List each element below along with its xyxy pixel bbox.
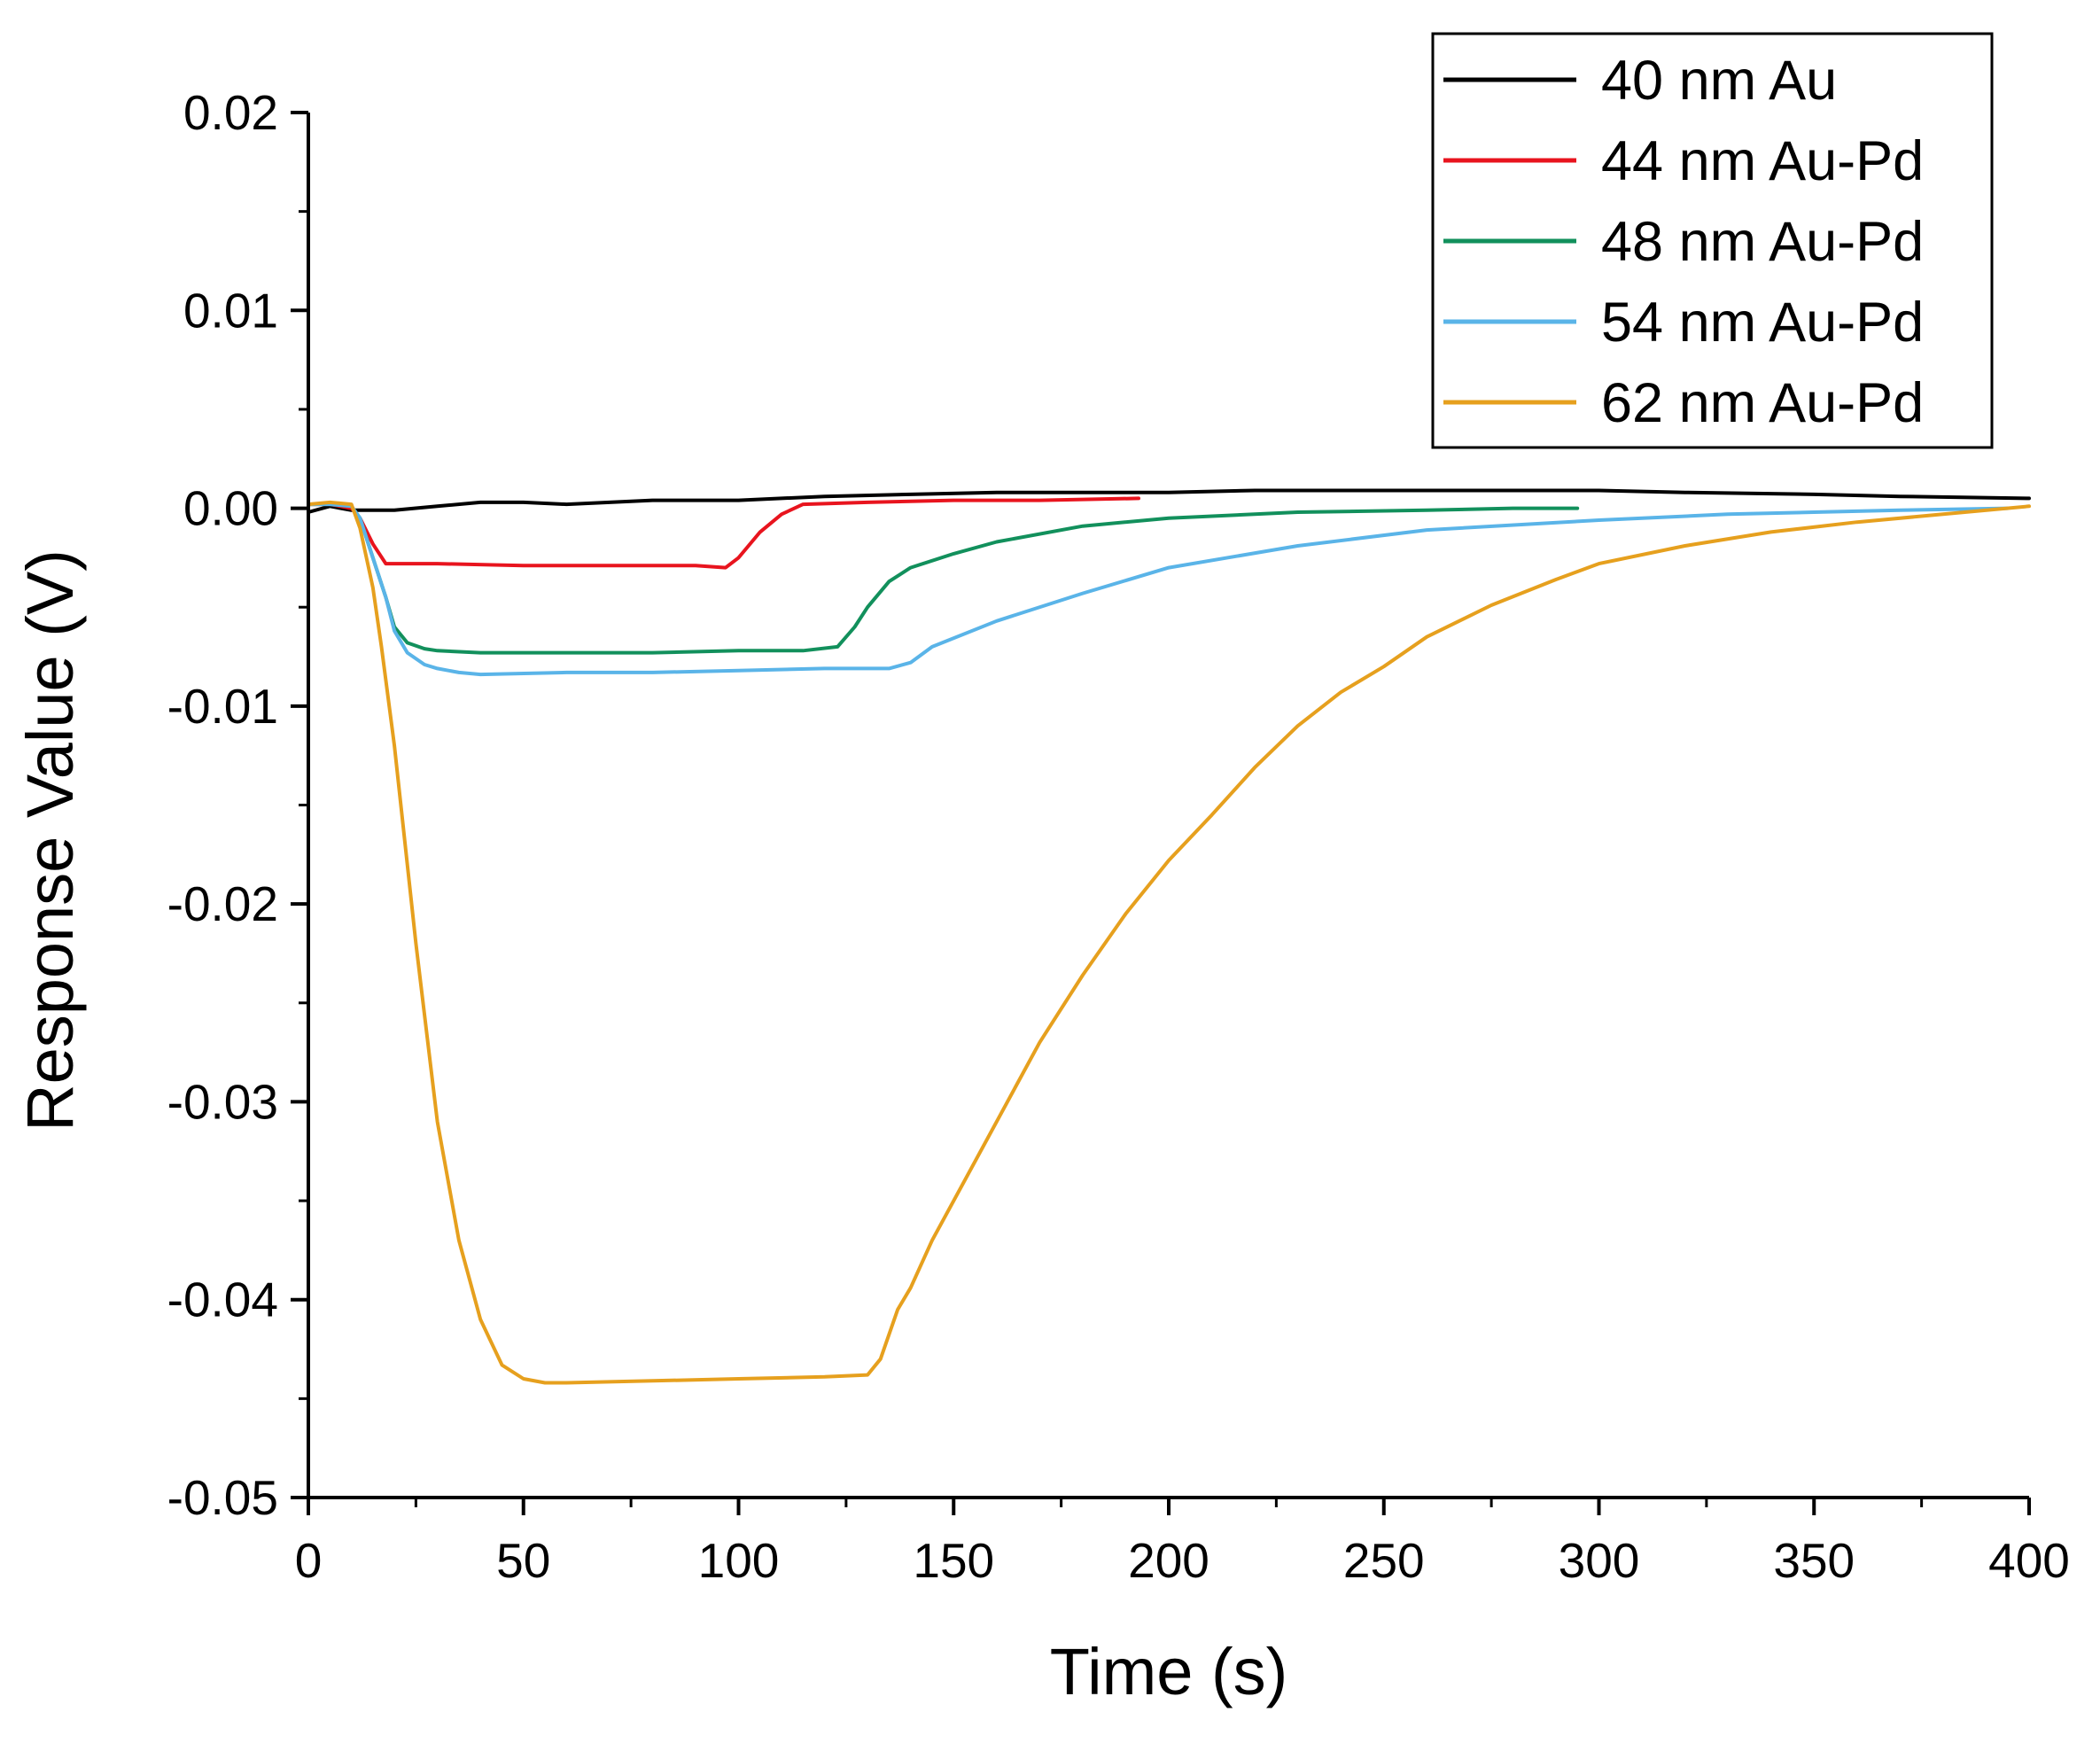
y-tick-label: 0.00 <box>183 481 278 536</box>
y-tick-label: 0.01 <box>183 283 278 338</box>
x-tick-label: 50 <box>496 1533 550 1588</box>
x-axis-title: Time (s) <box>1050 1635 1288 1708</box>
y-tick-label: -0.02 <box>167 876 278 931</box>
series-line-4 <box>307 502 2010 677</box>
y-ticks: 0.02 0.01 0.00 -0.01 -0.02 -0.03 -0.04 -0.05 <box>167 85 308 1525</box>
x-tick-label: 200 <box>1128 1533 1209 1588</box>
x-tick-label: 400 <box>1988 1533 2070 1588</box>
x-tick-label: 100 <box>698 1533 780 1588</box>
x-ticks: 0 50 100 150 200 250 300 350 400 <box>295 1498 2070 1588</box>
legend-label: 44 nm Au-Pd <box>1601 130 1924 192</box>
x-tick-label: 0 <box>295 1533 323 1588</box>
x-tick-label: 350 <box>1773 1533 1855 1588</box>
legend-label: 54 nm Au-Pd <box>1601 292 1924 354</box>
y-tick-label: -0.01 <box>167 679 278 734</box>
x-tick-label: 250 <box>1343 1533 1425 1588</box>
y-tick-label: -0.05 <box>167 1470 278 1525</box>
legend-label: 48 nm Au-Pd <box>1601 211 1924 273</box>
series-line-5 <box>307 500 2031 1385</box>
x-tick-label: 150 <box>913 1533 994 1588</box>
legend-items: 40 nm Au 44 nm Au-Pd 48 nm Au-Pd 54 nm Au-P… <box>1443 50 1924 434</box>
series-line-1 <box>307 488 2031 514</box>
series-layer <box>307 488 2031 1385</box>
y-tick-label: -0.04 <box>167 1272 278 1327</box>
x-tick-label: 300 <box>1559 1533 1640 1588</box>
y-tick-label: -0.03 <box>167 1074 278 1129</box>
legend: 40 nm Au 44 nm Au-Pd 48 nm Au-Pd 54 nm Au-P… <box>1431 32 1994 449</box>
legend-label: 40 nm Au <box>1601 50 1837 112</box>
legend-label: 62 nm Au-Pd <box>1601 372 1924 434</box>
y-tick-label: 0.02 <box>183 85 278 140</box>
y-axis-title: Response Value (V) <box>13 549 87 1132</box>
